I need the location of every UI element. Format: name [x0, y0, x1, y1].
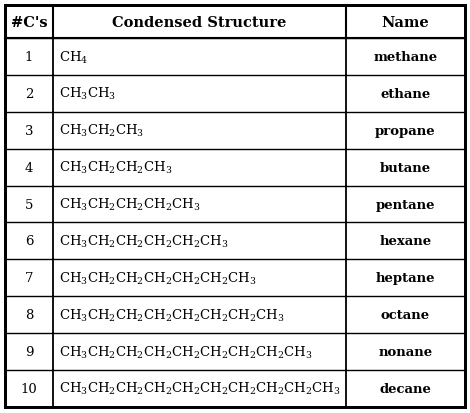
Text: propane: propane — [375, 124, 436, 138]
Text: heptane: heptane — [376, 272, 435, 285]
Text: Name: Name — [382, 16, 429, 30]
Text: methane: methane — [373, 51, 438, 64]
Text: $\mathregular{CH_{3}}$$\mathregular{CH_{2}}$$\mathregular{CH_{2}}$$\mathregular{: $\mathregular{CH_{3}}$$\mathregular{CH_{… — [59, 197, 200, 213]
Text: 6: 6 — [24, 235, 33, 248]
Text: 4: 4 — [25, 161, 33, 174]
Text: 10: 10 — [21, 382, 37, 395]
Text: 9: 9 — [24, 345, 33, 358]
Text: $\mathregular{CH_{3}}$$\mathregular{CH_{3}}$: $\mathregular{CH_{3}}$$\mathregular{CH_{… — [59, 86, 116, 102]
Text: Condensed Structure: Condensed Structure — [112, 16, 287, 30]
Text: $\mathregular{CH_{3}}$$\mathregular{CH_{2}}$$\mathregular{CH_{2}}$$\mathregular{: $\mathregular{CH_{3}}$$\mathregular{CH_{… — [59, 233, 228, 249]
Text: $\mathregular{CH_{3}}$$\mathregular{CH_{2}}$$\mathregular{CH_{2}}$$\mathregular{: $\mathregular{CH_{3}}$$\mathregular{CH_{… — [59, 307, 284, 323]
Text: octane: octane — [381, 309, 430, 321]
Text: butane: butane — [380, 161, 431, 174]
Text: decane: decane — [379, 382, 431, 395]
Text: 7: 7 — [24, 272, 33, 285]
Text: nonane: nonane — [378, 345, 432, 358]
Text: $\mathregular{CH_{3}}$$\mathregular{CH_{2}}$$\mathregular{CH_{2}}$$\mathregular{: $\mathregular{CH_{3}}$$\mathregular{CH_{… — [59, 270, 256, 286]
Text: 3: 3 — [24, 124, 33, 138]
Text: hexane: hexane — [379, 235, 431, 248]
Text: 2: 2 — [25, 88, 33, 101]
Text: ethane: ethane — [380, 88, 431, 101]
Text: $\mathregular{CH_{3}}$$\mathregular{CH_{2}}$$\mathregular{CH_{2}}$$\mathregular{: $\mathregular{CH_{3}}$$\mathregular{CH_{… — [59, 344, 312, 360]
Text: 1: 1 — [25, 51, 33, 64]
Text: 8: 8 — [25, 309, 33, 321]
Text: pentane: pentane — [376, 198, 435, 211]
Text: $\mathregular{CH_{3}}$$\mathregular{CH_{2}}$$\mathregular{CH_{3}}$: $\mathregular{CH_{3}}$$\mathregular{CH_{… — [59, 123, 144, 139]
Text: $\mathregular{CH_{3}}$$\mathregular{CH_{2}}$$\mathregular{CH_{2}}$$\mathregular{: $\mathregular{CH_{3}}$$\mathregular{CH_{… — [59, 160, 172, 176]
Text: 5: 5 — [25, 198, 33, 211]
Text: $\mathregular{CH_{3}}$$\mathregular{CH_{2}}$$\mathregular{CH_{2}}$$\mathregular{: $\mathregular{CH_{3}}$$\mathregular{CH_{… — [59, 380, 340, 396]
Text: $\mathregular{CH_{4}}$: $\mathregular{CH_{4}}$ — [59, 50, 88, 66]
Text: #C's: #C's — [10, 16, 47, 30]
